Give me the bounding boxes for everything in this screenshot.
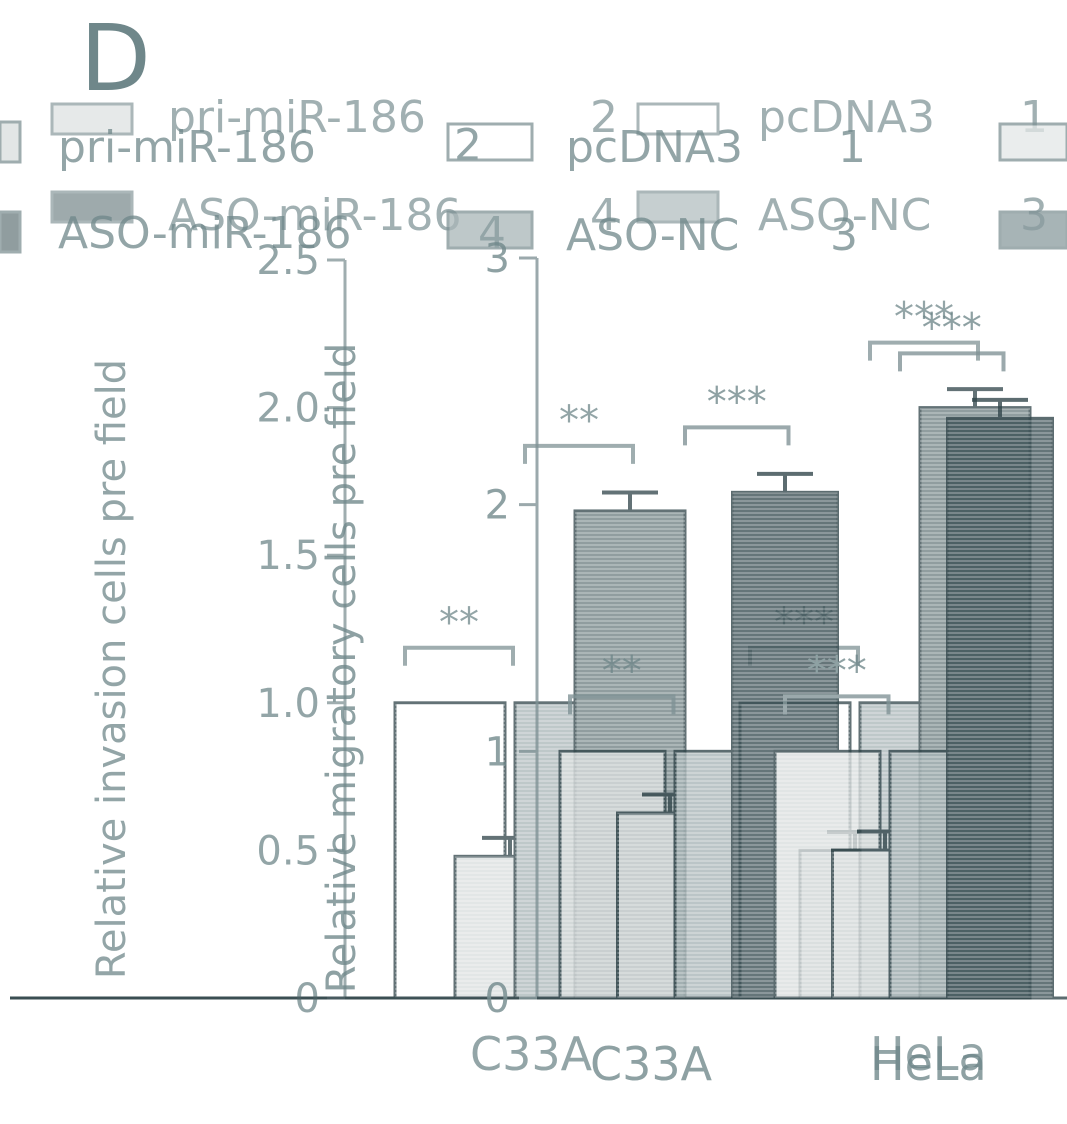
y-tick-label-1-0: 1.0 <box>256 681 320 727</box>
legend-number-pri-mir-186: 2 <box>590 92 618 143</box>
significance-label: *** <box>707 379 767 425</box>
significance-bracket <box>683 425 791 446</box>
legend-ghost: pri-miR-186 2 pcDNA3 1 ASO-miR-186 4 ASO… <box>0 120 1067 261</box>
significance-bracket <box>783 694 891 715</box>
legend-swatch-aso-mir-186 <box>50 190 134 224</box>
x-tick-label-c33a: C33A <box>590 1037 713 1091</box>
significance-label: ** <box>559 398 599 444</box>
y-tick-label-3: 3 <box>485 236 510 282</box>
legend-label-aso-nc: ASO-NC <box>758 190 931 241</box>
significance-label: *** <box>807 648 867 694</box>
y-tick-label-2-5: 2.5 <box>256 238 320 284</box>
legend-ghost-swatch-aso-nc <box>446 210 534 250</box>
legend-label-pri-mir-186: pri-miR-186 <box>168 92 426 143</box>
legend-swatch-pri-mir-186 <box>50 102 134 136</box>
chart-2: 0 1 2 3 Relative migratory cells pre field C3… <box>10 236 1067 1091</box>
significance-bracket <box>403 645 515 666</box>
x-tick-label-c33a: C33A <box>470 1027 593 1081</box>
legend-swatch-aso-nc <box>636 190 720 224</box>
significance-bracket <box>523 443 635 464</box>
legend-ghost-swatch-1 <box>0 120 22 164</box>
significance-bracket <box>568 694 676 715</box>
y-tick-label-2: 2 <box>485 483 510 529</box>
bar-hatch-hela-aso-mir-186 <box>947 418 1053 998</box>
legend-label-pcdna3: pcDNA3 <box>758 92 935 143</box>
legend-ghost-label-pri-mir-186: pri-miR-186 <box>58 122 316 173</box>
y-tick-label-0-5: 0.5 <box>256 828 320 874</box>
significance-label: *** <box>922 305 982 351</box>
legend-ghost-number-3: 3 <box>830 210 858 261</box>
y-tick-label-1-5: 1.5 <box>256 533 320 579</box>
significance-label: ** <box>602 648 642 694</box>
legend-swatch-pcdna3 <box>636 102 720 136</box>
significance-label: *** <box>894 295 954 341</box>
legend-ghost-label-aso-mir-186: ASO-miR-186 <box>58 208 352 259</box>
legend-ghost-swatch-pcdna3 <box>446 122 534 162</box>
legend-label-aso-mir-186: ASO-miR-186 <box>168 190 462 241</box>
legend-number-aso-mir-186: 4 <box>590 190 618 241</box>
y-tick-label-1: 1 <box>485 729 510 775</box>
legend-ghost-number-1: 1 <box>838 122 866 173</box>
legend-ghost-label-pcdna3: pcDNA3 <box>566 122 743 173</box>
panel-label: D <box>80 5 151 112</box>
legend-ghost-swatch-end-1 <box>998 122 1067 162</box>
legend-ghost-number-4: 4 <box>478 208 506 259</box>
x-tick-label-hela: HeLa <box>870 1037 987 1091</box>
y-tick-label-2-0: 2.0 <box>256 386 320 432</box>
y-axis-label: Relative migratory cells pre field <box>319 343 365 993</box>
significance-label: ** <box>439 600 479 646</box>
y-tick-label-0: 0 <box>485 976 510 1022</box>
legend-ghost-label-aso-nc: ASO-NC <box>566 210 739 261</box>
y-axis-label: Relative invasion cells pre field <box>89 359 135 979</box>
legend-ghost-swatch-2 <box>0 210 22 254</box>
significance-bracket <box>898 351 1006 372</box>
legend-ghost-swatch-end-2 <box>998 210 1067 250</box>
legend-ghost-number-2: 2 <box>454 120 482 171</box>
x-tick-label-hela: HeLa <box>870 1027 987 1081</box>
